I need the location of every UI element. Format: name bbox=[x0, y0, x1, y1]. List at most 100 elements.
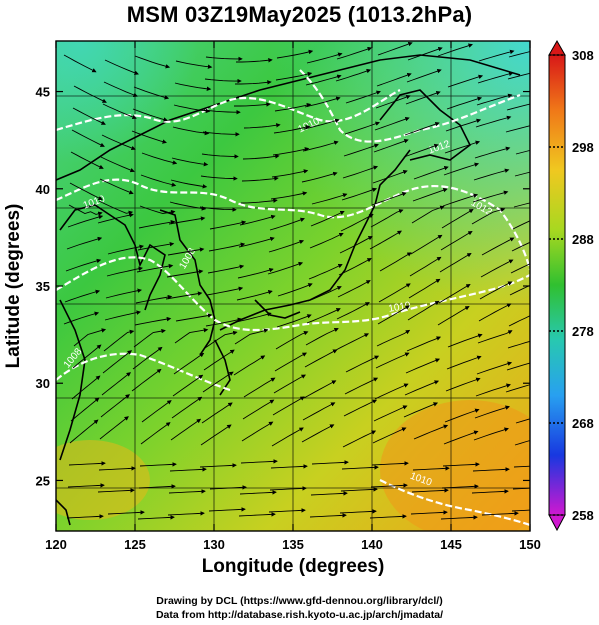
x-axis-label: Longitude (degrees) bbox=[201, 556, 385, 577]
streamline bbox=[100, 394, 131, 418]
streamline bbox=[481, 511, 519, 516]
streamline bbox=[173, 352, 205, 375]
streamline bbox=[268, 239, 305, 253]
streamline bbox=[374, 383, 409, 400]
colorbar-bottom-arrow bbox=[548, 514, 566, 532]
streamline bbox=[102, 103, 137, 120]
streamline bbox=[413, 166, 449, 180]
streamline bbox=[374, 116, 410, 131]
streamline bbox=[107, 244, 144, 255]
streamline bbox=[372, 169, 408, 184]
streamline bbox=[133, 86, 170, 100]
streamline bbox=[305, 74, 342, 86]
streamline bbox=[64, 289, 101, 303]
streamline bbox=[476, 93, 513, 106]
streamline bbox=[170, 418, 202, 441]
streamline bbox=[133, 328, 166, 348]
lat-tick-label: 25 bbox=[36, 473, 50, 488]
streamline bbox=[98, 466, 136, 471]
streamline bbox=[302, 140, 339, 152]
streamline bbox=[272, 396, 305, 416]
streamline bbox=[167, 247, 205, 256]
streamline bbox=[102, 350, 133, 374]
streamline bbox=[344, 377, 379, 395]
streamline bbox=[99, 416, 129, 440]
streamline bbox=[477, 71, 514, 84]
streamline bbox=[412, 188, 448, 202]
streamline bbox=[241, 421, 274, 442]
streamline bbox=[335, 333, 370, 351]
streamline bbox=[515, 149, 530, 155]
streamline bbox=[444, 408, 480, 423]
streamline bbox=[437, 306, 470, 326]
streamline bbox=[303, 118, 340, 130]
streamline bbox=[240, 459, 278, 464]
streamline bbox=[377, 41, 413, 56]
streamline bbox=[201, 153, 239, 159]
streamline bbox=[506, 103, 530, 111]
lon-tick-label: 130 bbox=[203, 537, 225, 552]
streamline bbox=[447, 333, 483, 348]
lat-tick-label: 45 bbox=[36, 85, 50, 100]
streamline bbox=[340, 213, 374, 232]
streamline bbox=[481, 237, 515, 256]
streamline bbox=[170, 179, 208, 189]
streamline bbox=[403, 143, 439, 158]
streamline bbox=[379, 252, 412, 272]
streamline bbox=[309, 513, 347, 518]
streamline bbox=[376, 72, 412, 87]
streamline bbox=[138, 219, 176, 229]
streamline bbox=[438, 284, 471, 304]
streamline bbox=[443, 162, 480, 176]
streamline bbox=[69, 182, 103, 200]
streamline bbox=[474, 405, 510, 419]
streamline bbox=[166, 269, 204, 278]
wind-streamlines bbox=[63, 41, 530, 520]
streamline bbox=[306, 308, 341, 324]
streamline bbox=[472, 190, 509, 203]
streamline bbox=[335, 68, 372, 82]
streamline bbox=[103, 329, 135, 352]
streamline bbox=[205, 317, 243, 327]
streamline bbox=[475, 115, 512, 128]
streamline bbox=[235, 312, 272, 323]
streamline bbox=[137, 515, 175, 520]
streamline bbox=[277, 283, 313, 297]
isobars bbox=[56, 69, 530, 527]
streamline bbox=[369, 230, 402, 250]
streamline bbox=[405, 358, 441, 374]
y-axis-label: Latitude (degrees) bbox=[3, 203, 24, 369]
streamline bbox=[98, 200, 134, 216]
streamline bbox=[169, 201, 207, 211]
streamline bbox=[199, 463, 237, 468]
streamline bbox=[445, 377, 481, 392]
streamline bbox=[66, 514, 104, 519]
streamline bbox=[404, 121, 440, 136]
streamline bbox=[104, 310, 141, 321]
streamline bbox=[72, 344, 102, 369]
streamline bbox=[165, 291, 203, 300]
streamline bbox=[305, 327, 339, 346]
streamline bbox=[343, 399, 378, 417]
streamline bbox=[242, 399, 275, 420]
streamline bbox=[405, 90, 441, 105]
streamline bbox=[97, 488, 135, 493]
streamline bbox=[477, 330, 513, 344]
streamline bbox=[473, 427, 509, 441]
streamline bbox=[202, 371, 234, 393]
streamline bbox=[205, 56, 243, 62]
streamline bbox=[63, 54, 97, 73]
streamline bbox=[371, 461, 409, 466]
streamline bbox=[472, 467, 510, 472]
streamline bbox=[172, 126, 210, 136]
streamline bbox=[406, 336, 442, 352]
streamline bbox=[439, 253, 472, 273]
streamline bbox=[474, 146, 511, 159]
streamline bbox=[238, 512, 276, 517]
streamline bbox=[70, 397, 100, 422]
streamline bbox=[441, 209, 474, 229]
streamline bbox=[437, 43, 473, 57]
streamline bbox=[445, 118, 482, 132]
streamline bbox=[373, 405, 408, 422]
lon-tick-label: 135 bbox=[282, 537, 304, 552]
